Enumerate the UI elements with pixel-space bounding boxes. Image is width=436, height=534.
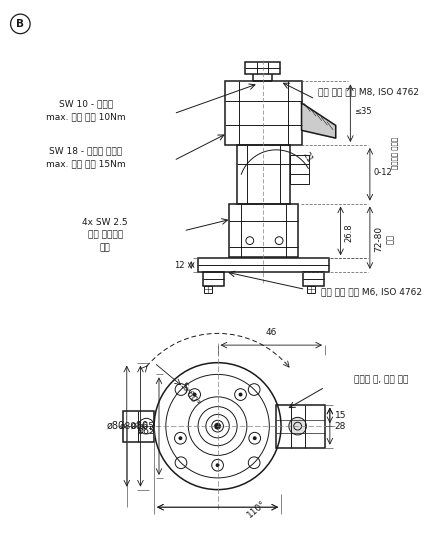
Bar (237, 145, 290, 203)
Text: 조절: 조절 (100, 243, 111, 252)
Text: 5x60°: 5x60° (177, 381, 201, 408)
Text: 4x SW 2.5: 4x SW 2.5 (82, 217, 128, 226)
Circle shape (253, 436, 257, 440)
Text: 0-12: 0-12 (374, 168, 392, 177)
Text: ø80: ø80 (107, 421, 125, 431)
Text: ø80: ø80 (131, 421, 149, 431)
Text: 28: 28 (335, 422, 346, 430)
Bar (203, 272, 225, 286)
Bar (290, 155, 310, 184)
Text: 21: 21 (300, 151, 313, 164)
Text: ø80: ø80 (119, 422, 136, 430)
Text: 26.8: 26.8 (344, 224, 354, 242)
Text: SW 18 - 작업물 클램핑: SW 18 - 작업물 클램핑 (49, 146, 123, 155)
Bar (303, 272, 324, 286)
Circle shape (216, 464, 220, 467)
Text: 높이 스크류의: 높이 스크류의 (88, 230, 123, 239)
Text: ≤35: ≤35 (354, 107, 372, 116)
Circle shape (289, 418, 307, 435)
Polygon shape (302, 103, 336, 138)
Circle shape (178, 436, 182, 440)
Text: 클램핑 조, 교환 가능: 클램핑 조, 교환 가능 (354, 376, 409, 385)
Bar (225, 82, 302, 145)
Bar (276, 405, 325, 447)
Text: ø80: ø80 (131, 502, 149, 512)
Text: 클램핑 스트로크: 클램핑 스트로크 (391, 137, 398, 169)
Bar (204, 286, 212, 293)
Text: 거리: 거리 (385, 234, 395, 244)
Circle shape (238, 392, 242, 397)
Bar (307, 286, 315, 293)
Text: ø65: ø65 (138, 422, 155, 430)
Text: 46: 46 (266, 328, 277, 337)
Text: max. 조임 토크 15Nm: max. 조임 토크 15Nm (46, 159, 126, 168)
Text: 72-80: 72-80 (374, 226, 383, 252)
Bar (245, 62, 280, 74)
Text: 12: 12 (174, 261, 184, 270)
Text: 소켓 헤드 나사 M8, ISO 4762: 소켓 헤드 나사 M8, ISO 4762 (318, 88, 419, 97)
Circle shape (193, 392, 197, 397)
Text: SW 10 - 블로킹: SW 10 - 블로킹 (59, 99, 113, 108)
Bar (229, 203, 298, 257)
Bar (123, 411, 154, 442)
Text: max. 조임 토크 10Nm: max. 조임 토크 10Nm (46, 112, 126, 121)
Bar (198, 258, 329, 272)
Text: 소켓 헤드 나사 M6, ISO 4762: 소켓 헤드 나사 M6, ISO 4762 (321, 287, 422, 296)
Text: 110°: 110° (245, 499, 268, 520)
Circle shape (215, 423, 221, 429)
Text: 15: 15 (335, 411, 346, 420)
Text: ø65: ø65 (138, 426, 156, 436)
Text: ø80: ø80 (82, 421, 100, 431)
Text: B: B (17, 19, 24, 29)
